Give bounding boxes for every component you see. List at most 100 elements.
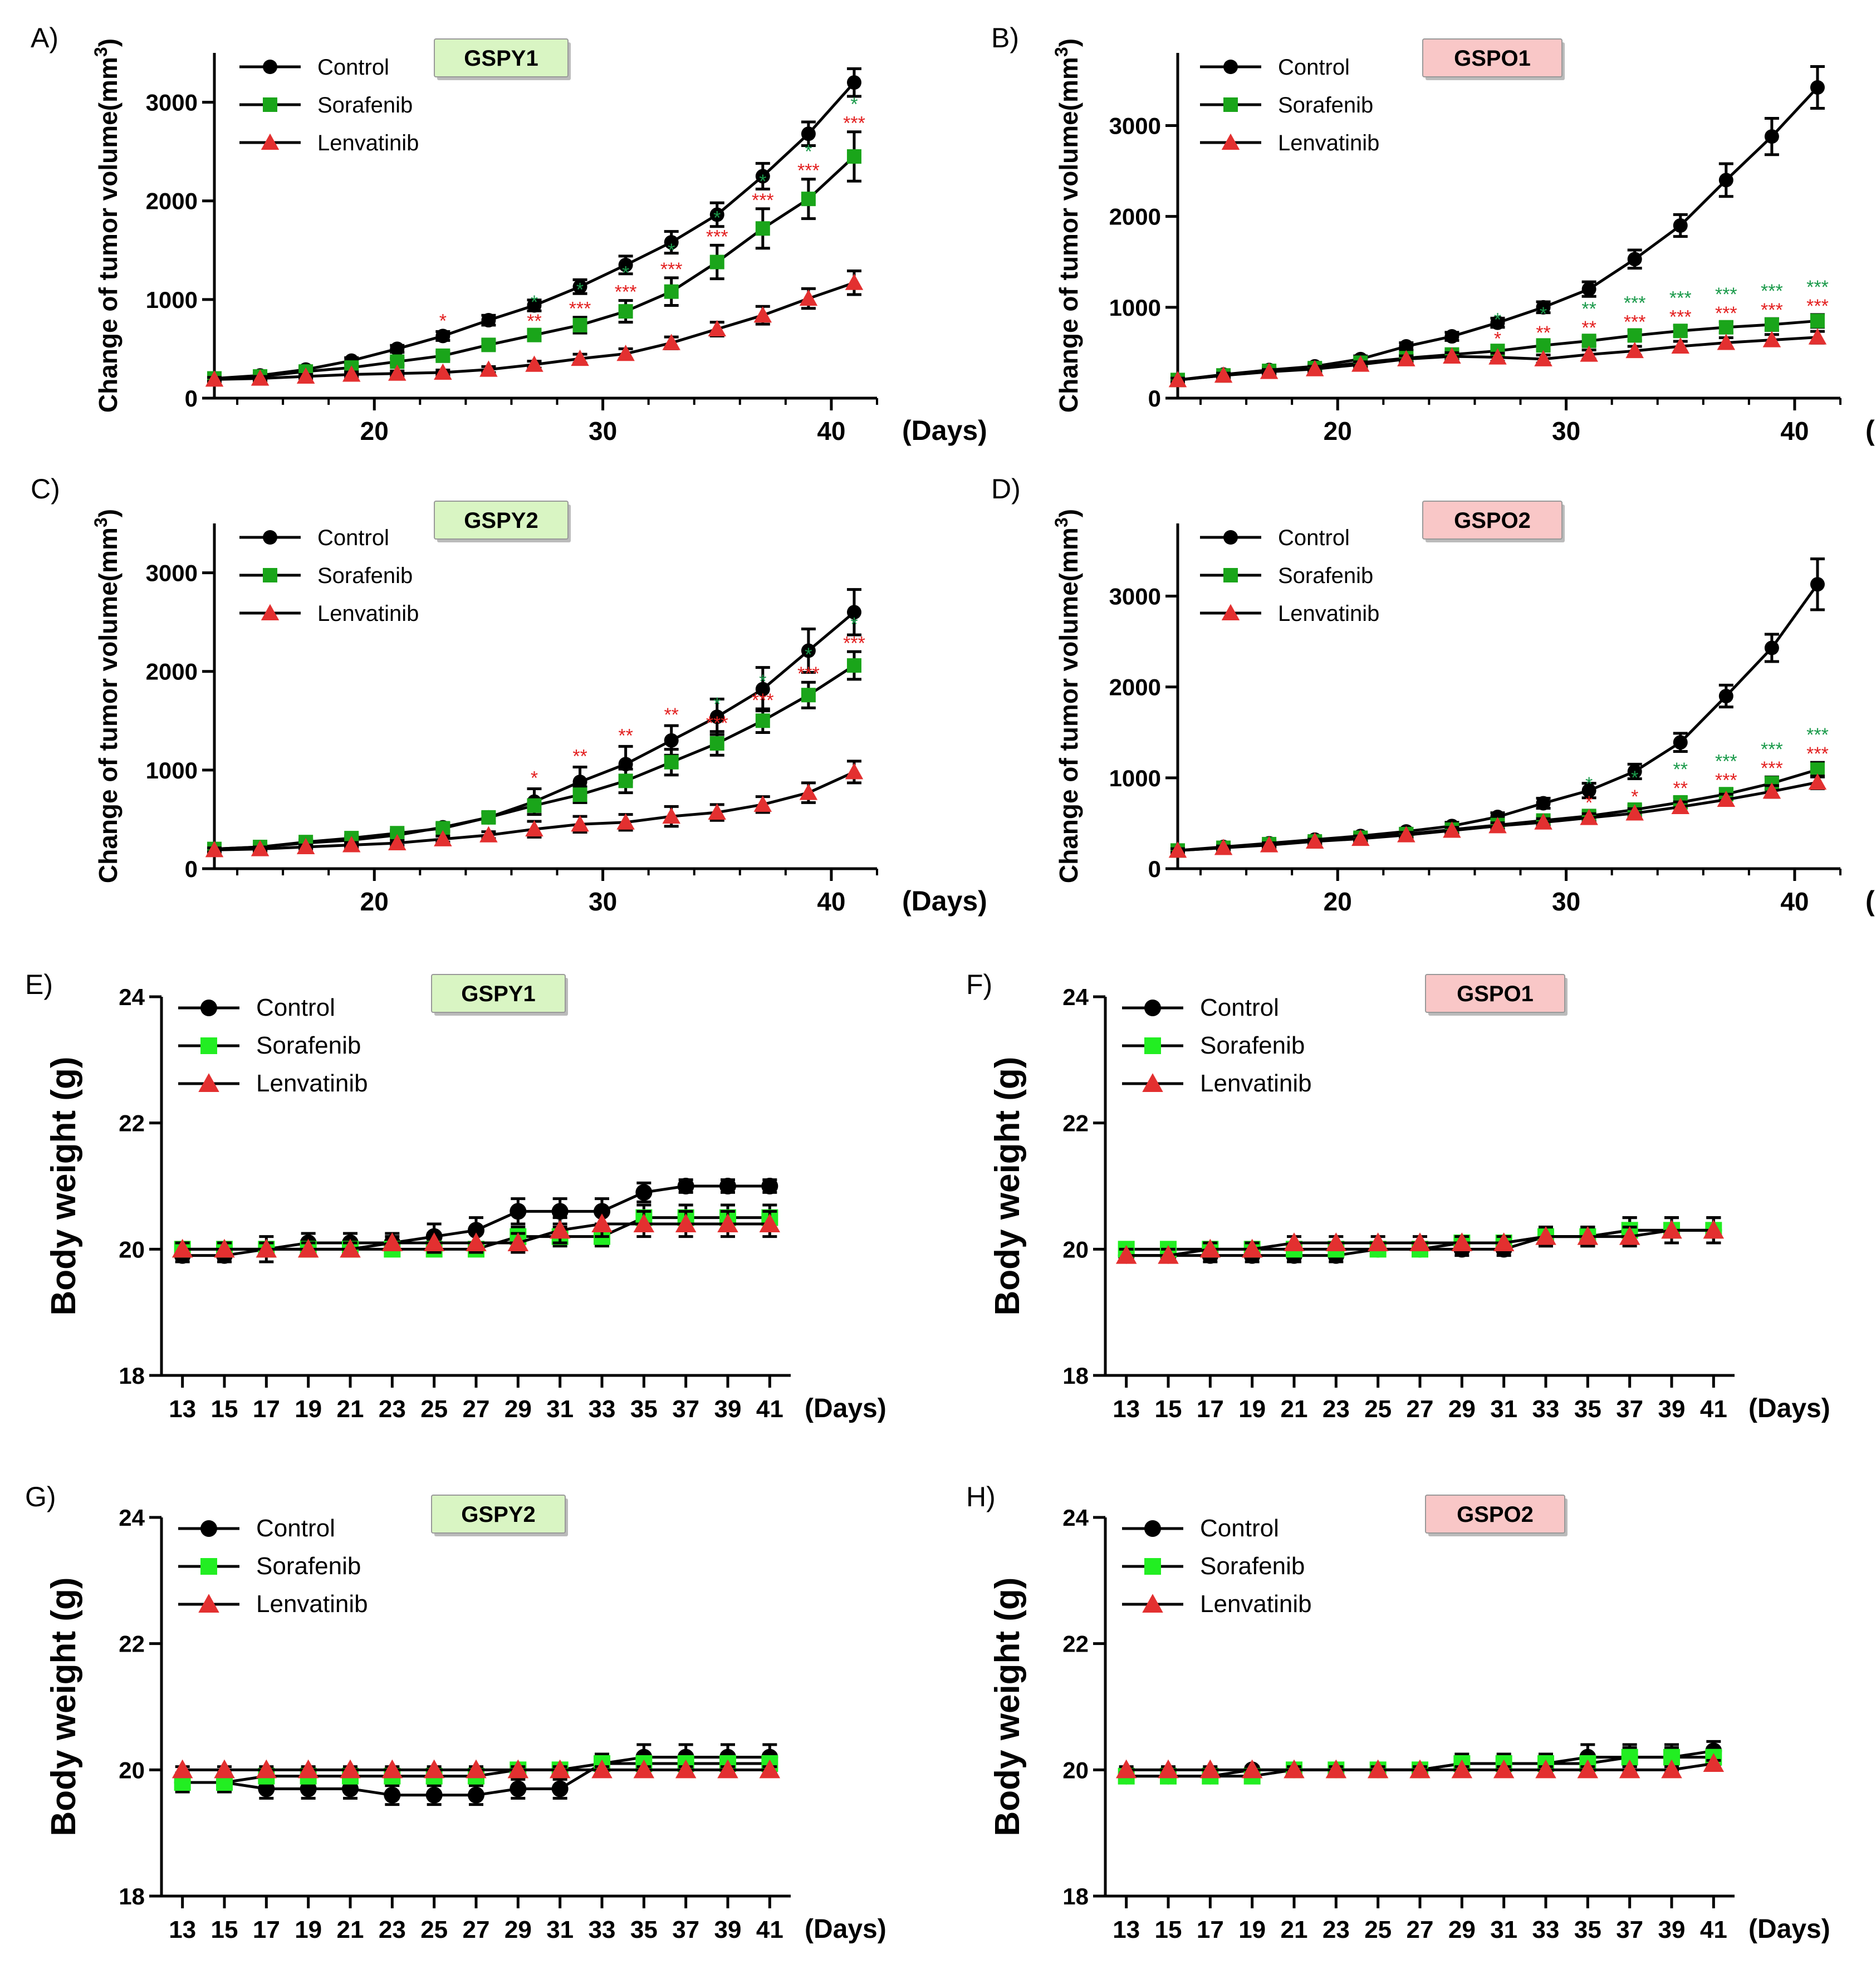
data-point: [591, 1759, 613, 1779]
data-point: [719, 1178, 736, 1194]
legend-marker: [263, 60, 277, 74]
legend-label: Control: [1200, 994, 1279, 1021]
x-tick-label: 35: [1574, 1916, 1601, 1943]
data-point: [1399, 339, 1414, 354]
data-point: [1284, 1759, 1305, 1779]
significance-mark: ***: [752, 690, 774, 711]
legend-label: Control: [1278, 526, 1350, 550]
panel-label: E): [25, 969, 53, 1000]
significance-mark: ***: [1806, 724, 1829, 746]
significance-mark: *: [622, 263, 629, 284]
x-tick-label: 29: [1448, 1395, 1476, 1423]
y-tick-label: 18: [119, 1883, 145, 1909]
y-tick-label: 24: [1062, 1505, 1089, 1531]
data-point: [256, 1759, 277, 1779]
x-tick-label: 31: [546, 1916, 574, 1943]
data-point: [507, 1759, 529, 1779]
data-point: [1451, 1759, 1473, 1779]
badge-label: GSPY1: [464, 46, 538, 71]
x-tick-label: 31: [1490, 1395, 1517, 1423]
panel-label: C): [31, 473, 60, 505]
x-tick-label: 21: [1281, 1916, 1308, 1943]
data-point: [1199, 1238, 1221, 1258]
x-tick-label: 41: [1700, 1916, 1727, 1943]
x-tick-label: 17: [1197, 1916, 1224, 1943]
y-axis-label-text: Change of tumor volume(mm: [94, 57, 123, 413]
x-tick-label: 20: [1324, 887, 1352, 916]
data-point: [1673, 218, 1688, 233]
data-point: [662, 334, 680, 350]
x-tick-label: 40: [817, 417, 845, 445]
data-point: [618, 773, 633, 788]
significance-mark: ***: [843, 113, 865, 134]
cell-line-badge: [431, 1495, 566, 1534]
legend-label: Control: [256, 994, 335, 1021]
legend-label: Lenvatinib: [1278, 131, 1379, 155]
data-point: [510, 1780, 527, 1798]
legend-label: Control: [317, 526, 389, 550]
x-tick-label: 30: [589, 887, 617, 916]
significance-mark: *: [1585, 773, 1593, 795]
significance-mark: ***: [1715, 303, 1737, 324]
data-point: [846, 658, 861, 673]
y-tick-label: 3000: [1109, 113, 1161, 139]
data-point: [755, 682, 770, 697]
data-point: [1810, 314, 1825, 329]
data-point: [799, 289, 818, 306]
legend-marker: [200, 1037, 217, 1054]
series-lenvatinib: [205, 269, 864, 387]
data-point: [1325, 1759, 1347, 1779]
data-point: [425, 1786, 443, 1804]
data-point: [1534, 813, 1552, 830]
cell-line-badge: [1422, 38, 1562, 77]
legend-marker: [1144, 1558, 1161, 1575]
data-point: [1158, 1245, 1179, 1264]
data-point: [1367, 1232, 1389, 1251]
data-point: [1577, 1759, 1599, 1779]
data-point: [388, 834, 406, 850]
data-point: [664, 284, 679, 299]
data-point: [1764, 317, 1779, 332]
cell-line-badge: [434, 38, 569, 77]
x-unit-label: (Days): [902, 885, 987, 917]
legend-label: Lenvatinib: [1200, 1070, 1312, 1097]
x-tick-label: 20: [360, 417, 389, 445]
panel-label: G): [25, 1481, 56, 1512]
y-tick-label: 24: [119, 984, 145, 1010]
data-point: [300, 1780, 317, 1798]
data-point: [342, 836, 361, 853]
data-point: [1619, 1226, 1640, 1245]
significance-mark: *: [531, 292, 538, 313]
x-tick-label: 19: [295, 1916, 322, 1943]
x-unit-label: (Days): [1865, 415, 1876, 446]
x-tick-label: 40: [1780, 417, 1809, 445]
y-tick-label: 24: [119, 1505, 145, 1531]
data-point: [709, 736, 724, 751]
data-point: [633, 1213, 655, 1232]
data-point: [846, 75, 861, 90]
data-point: [256, 1238, 277, 1258]
series-lenvatinib: [1168, 328, 1827, 388]
badge-label: GSPO1: [1454, 46, 1531, 71]
y-axis-label: Change of tumor volume(mm3): [1051, 38, 1083, 413]
significance-mark: **: [618, 725, 633, 746]
data-point: [1619, 1759, 1640, 1779]
series-lenvatinib: [1168, 773, 1827, 858]
data-point: [572, 317, 587, 332]
data-point: [549, 1759, 571, 1779]
data-point: [1115, 1245, 1137, 1264]
data-point: [1493, 1232, 1515, 1251]
y-axis-label-close: ): [1054, 509, 1083, 517]
legend-label: Sorafenib: [1200, 1032, 1305, 1059]
data-point: [761, 1178, 778, 1194]
data-point: [510, 1203, 527, 1220]
y-tick-label: 1000: [1109, 765, 1161, 791]
chart-panel-d: D) GSPO2 0 1000 2000 3000 20 30 40 (Days) Change o…: [991, 473, 1876, 917]
data-point: [1581, 282, 1596, 297]
significance-mark: ***: [1715, 284, 1737, 305]
data-point: [1534, 350, 1552, 366]
data-point: [717, 1213, 738, 1232]
y-tick-label: 0: [185, 385, 198, 412]
legend-marker: [261, 133, 280, 150]
